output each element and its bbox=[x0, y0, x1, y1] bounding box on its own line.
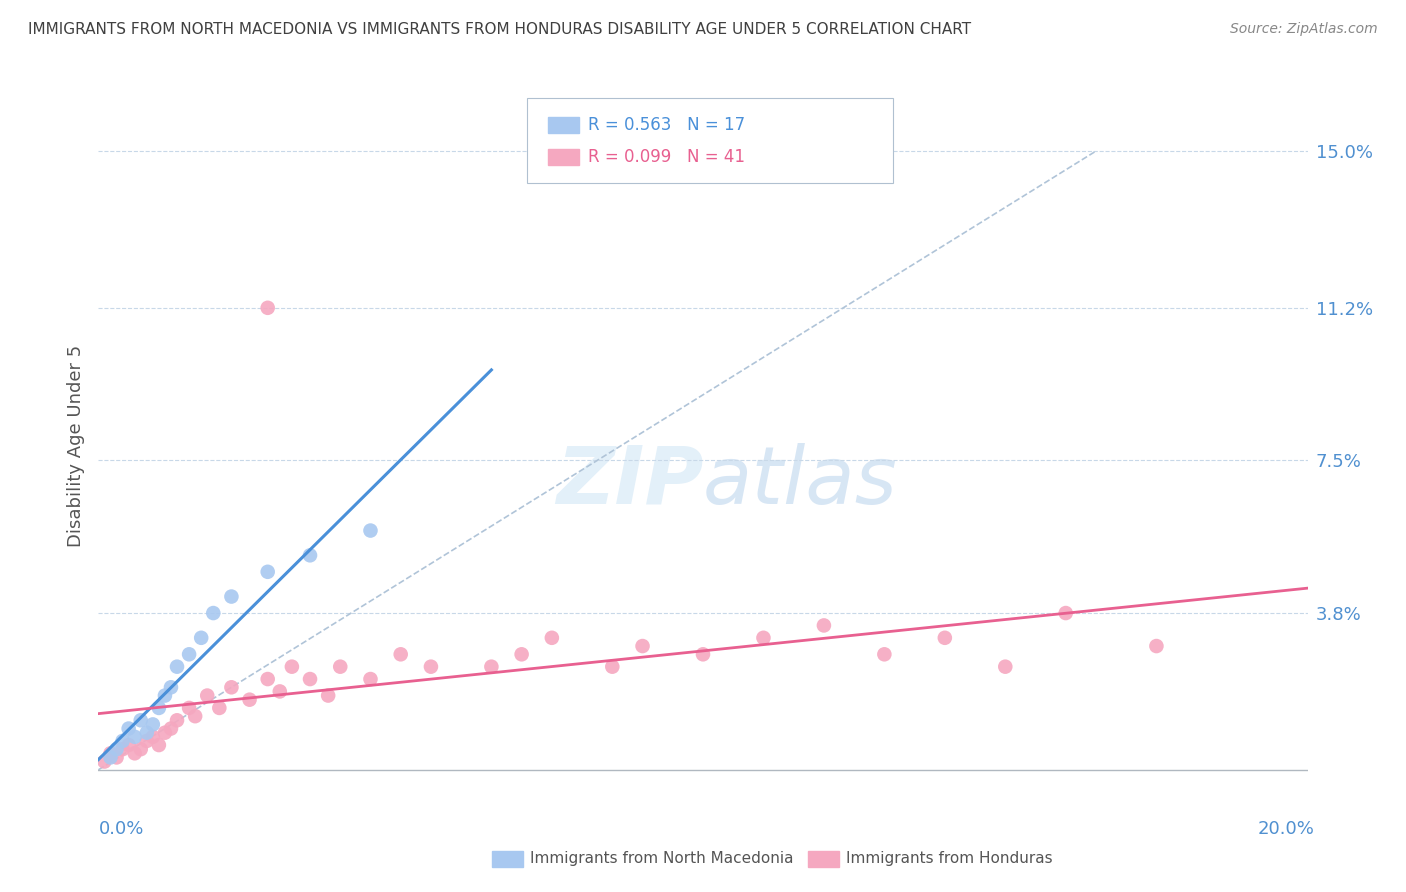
Point bbox=[1144, 639, 1167, 653]
Point bbox=[329, 659, 352, 673]
Point bbox=[166, 659, 188, 673]
Point bbox=[221, 590, 243, 604]
Point bbox=[100, 750, 122, 764]
Point bbox=[105, 750, 128, 764]
Point bbox=[481, 659, 503, 673]
Text: atlas: atlas bbox=[703, 442, 898, 521]
Point bbox=[994, 659, 1017, 673]
Point bbox=[148, 738, 170, 752]
Point bbox=[166, 714, 188, 728]
Point bbox=[202, 606, 225, 620]
Point bbox=[177, 701, 201, 715]
Point bbox=[299, 549, 322, 563]
Point bbox=[239, 692, 262, 706]
Point bbox=[129, 714, 152, 728]
Point bbox=[256, 301, 278, 315]
Point bbox=[195, 689, 218, 703]
Text: R = 0.563   N = 17: R = 0.563 N = 17 bbox=[588, 116, 745, 134]
Point bbox=[221, 681, 243, 695]
Point bbox=[419, 659, 441, 673]
Point bbox=[135, 725, 157, 739]
Text: 20.0%: 20.0% bbox=[1258, 820, 1315, 838]
Point bbox=[118, 738, 141, 752]
Point bbox=[160, 722, 183, 736]
Point bbox=[256, 565, 278, 579]
Point bbox=[360, 672, 382, 686]
Point bbox=[142, 730, 165, 744]
Point bbox=[692, 648, 714, 662]
Point bbox=[153, 689, 176, 703]
Point bbox=[124, 747, 146, 761]
Point bbox=[813, 618, 835, 632]
Text: Immigrants from Honduras: Immigrants from Honduras bbox=[846, 851, 1053, 865]
Point bbox=[111, 734, 134, 748]
Point bbox=[540, 631, 562, 645]
Point bbox=[389, 648, 412, 662]
Point bbox=[1054, 606, 1077, 620]
Point bbox=[105, 742, 128, 756]
Point bbox=[148, 701, 170, 715]
Point bbox=[129, 742, 152, 756]
Point bbox=[111, 742, 134, 756]
Point bbox=[602, 659, 624, 673]
Text: ZIP: ZIP bbox=[555, 442, 703, 521]
Point bbox=[299, 672, 322, 686]
Point bbox=[631, 639, 654, 653]
Point bbox=[281, 659, 304, 673]
Point bbox=[160, 681, 183, 695]
Text: R = 0.099   N = 41: R = 0.099 N = 41 bbox=[588, 148, 745, 166]
Point bbox=[177, 648, 201, 662]
Point bbox=[269, 684, 291, 698]
Point bbox=[135, 734, 157, 748]
Point bbox=[752, 631, 775, 645]
Point bbox=[118, 722, 141, 736]
Point bbox=[184, 709, 207, 723]
Y-axis label: Disability Age Under 5: Disability Age Under 5 bbox=[66, 345, 84, 547]
Text: 0.0%: 0.0% bbox=[98, 820, 143, 838]
Point bbox=[153, 725, 176, 739]
Point bbox=[316, 689, 339, 703]
Text: Immigrants from North Macedonia: Immigrants from North Macedonia bbox=[530, 851, 793, 865]
Point bbox=[360, 524, 382, 538]
Point bbox=[208, 701, 231, 715]
Point bbox=[873, 648, 896, 662]
Point bbox=[142, 717, 165, 731]
Text: Source: ZipAtlas.com: Source: ZipAtlas.com bbox=[1230, 22, 1378, 37]
Point bbox=[124, 730, 146, 744]
Text: IMMIGRANTS FROM NORTH MACEDONIA VS IMMIGRANTS FROM HONDURAS DISABILITY AGE UNDER: IMMIGRANTS FROM NORTH MACEDONIA VS IMMIG… bbox=[28, 22, 972, 37]
Point bbox=[934, 631, 956, 645]
Point bbox=[190, 631, 212, 645]
Point bbox=[510, 648, 533, 662]
Point bbox=[256, 672, 278, 686]
Point bbox=[100, 747, 122, 761]
Point bbox=[93, 755, 115, 769]
